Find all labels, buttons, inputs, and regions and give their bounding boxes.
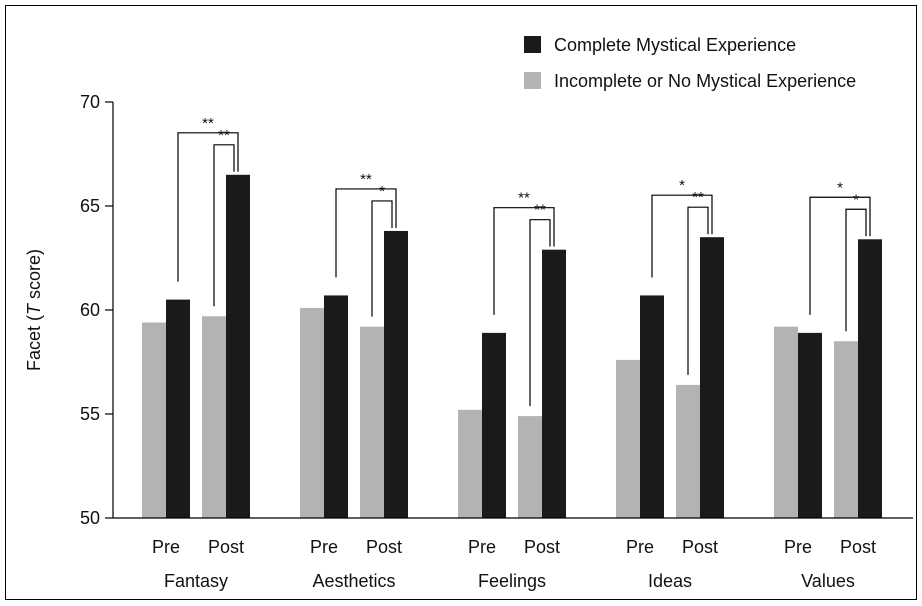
bracket-inner [371,200,393,317]
chart-frame: Complete Mystical Experience Incomplete o… [5,5,917,600]
bar-feelings-post-complete [542,249,566,518]
bar-ideas-post-complete [700,237,724,518]
y-axis-title: Facet (T score) [24,249,44,371]
significance-inner: ** [534,202,546,219]
x-group-label: Aesthetics [312,571,395,591]
y-tick-label: 65 [80,196,100,216]
x-subgroup-label: Post [524,537,560,557]
bar-chart: Complete Mystical Experience Incomplete o… [24,35,913,591]
bracket-outer [493,207,555,315]
x-subgroup-label: Pre [152,537,180,557]
bracket-outer [177,132,239,282]
significance-outer: ** [518,190,530,207]
x-subgroup-label: Post [840,537,876,557]
significance-inner: ** [218,127,230,144]
x-subgroup-label: Post [682,537,718,557]
bracket-inner [213,144,235,307]
bar-ideas-post-incomplete [676,384,700,518]
legend: Complete Mystical Experience Incomplete o… [524,35,856,91]
bracket-outer [651,194,713,278]
bar-aesthetics-pre-complete [324,295,348,518]
y-tick-label: 50 [80,508,100,528]
y-axis-title-part: Facet ( [24,315,44,371]
bar-values-pre-complete [798,332,822,518]
y-tick-label: 55 [80,404,100,424]
bar-values-post-incomplete [834,341,858,518]
x-group-label: Ideas [648,571,692,591]
y-tick-label: 60 [80,300,100,320]
x-axis: Pre Post Fantasy Pre Post Aesthetics Pre Post Fe… [113,517,913,591]
y-tick-label: 70 [80,92,100,112]
significance-inner: * [379,183,385,200]
x-subgroup-label: Pre [626,537,654,557]
bracket-inner [845,208,867,332]
x-group-label: Fantasy [164,571,228,591]
bracket-outer [809,196,871,315]
bar-feelings-pre-complete [482,332,506,518]
bracket-inner [687,206,709,375]
x-group-label: Feelings [478,571,546,591]
y-axis: 50 55 60 65 70 Facet (T score) [24,92,114,528]
bar-aesthetics-post-incomplete [360,326,384,518]
bars [142,174,882,519]
bar-fantasy-post-incomplete [202,316,226,518]
x-subgroup-label: Pre [784,537,812,557]
significance-outer: ** [360,171,372,188]
bar-fantasy-pre-incomplete [142,322,166,518]
legend-swatch [524,72,541,89]
significance-inner: ** [692,189,704,206]
bar-feelings-post-incomplete [518,416,542,518]
x-subgroup-label: Post [366,537,402,557]
bar-fantasy-pre-complete [166,299,190,518]
bar-fantasy-post-complete [226,174,250,519]
bracket-outer [335,188,397,278]
legend-label: Incomplete or No Mystical Experience [554,71,856,91]
bar-aesthetics-post-complete [384,230,408,518]
bar-ideas-pre-incomplete [616,359,640,518]
significance-outer: ** [202,115,214,132]
bar-ideas-pre-complete [640,295,664,518]
x-group-label: Values [801,571,855,591]
bar-feelings-pre-incomplete [458,409,482,518]
y-axis-title-part: T [24,302,44,315]
bar-aesthetics-pre-incomplete [300,307,324,518]
significance-outer: * [837,179,843,196]
bracket-inner [529,219,551,407]
significance-inner: * [853,191,859,208]
significance-brackets: ******* ********* [177,115,871,407]
legend-swatch [524,36,541,53]
x-subgroup-label: Pre [310,537,338,557]
x-subgroup-label: Pre [468,537,496,557]
significance-outer: * [679,177,685,194]
x-subgroup-label: Post [208,537,244,557]
bar-values-post-complete [858,239,882,518]
bar-values-pre-incomplete [774,326,798,518]
y-axis-title-part: score) [24,249,44,304]
legend-label: Complete Mystical Experience [554,35,796,55]
